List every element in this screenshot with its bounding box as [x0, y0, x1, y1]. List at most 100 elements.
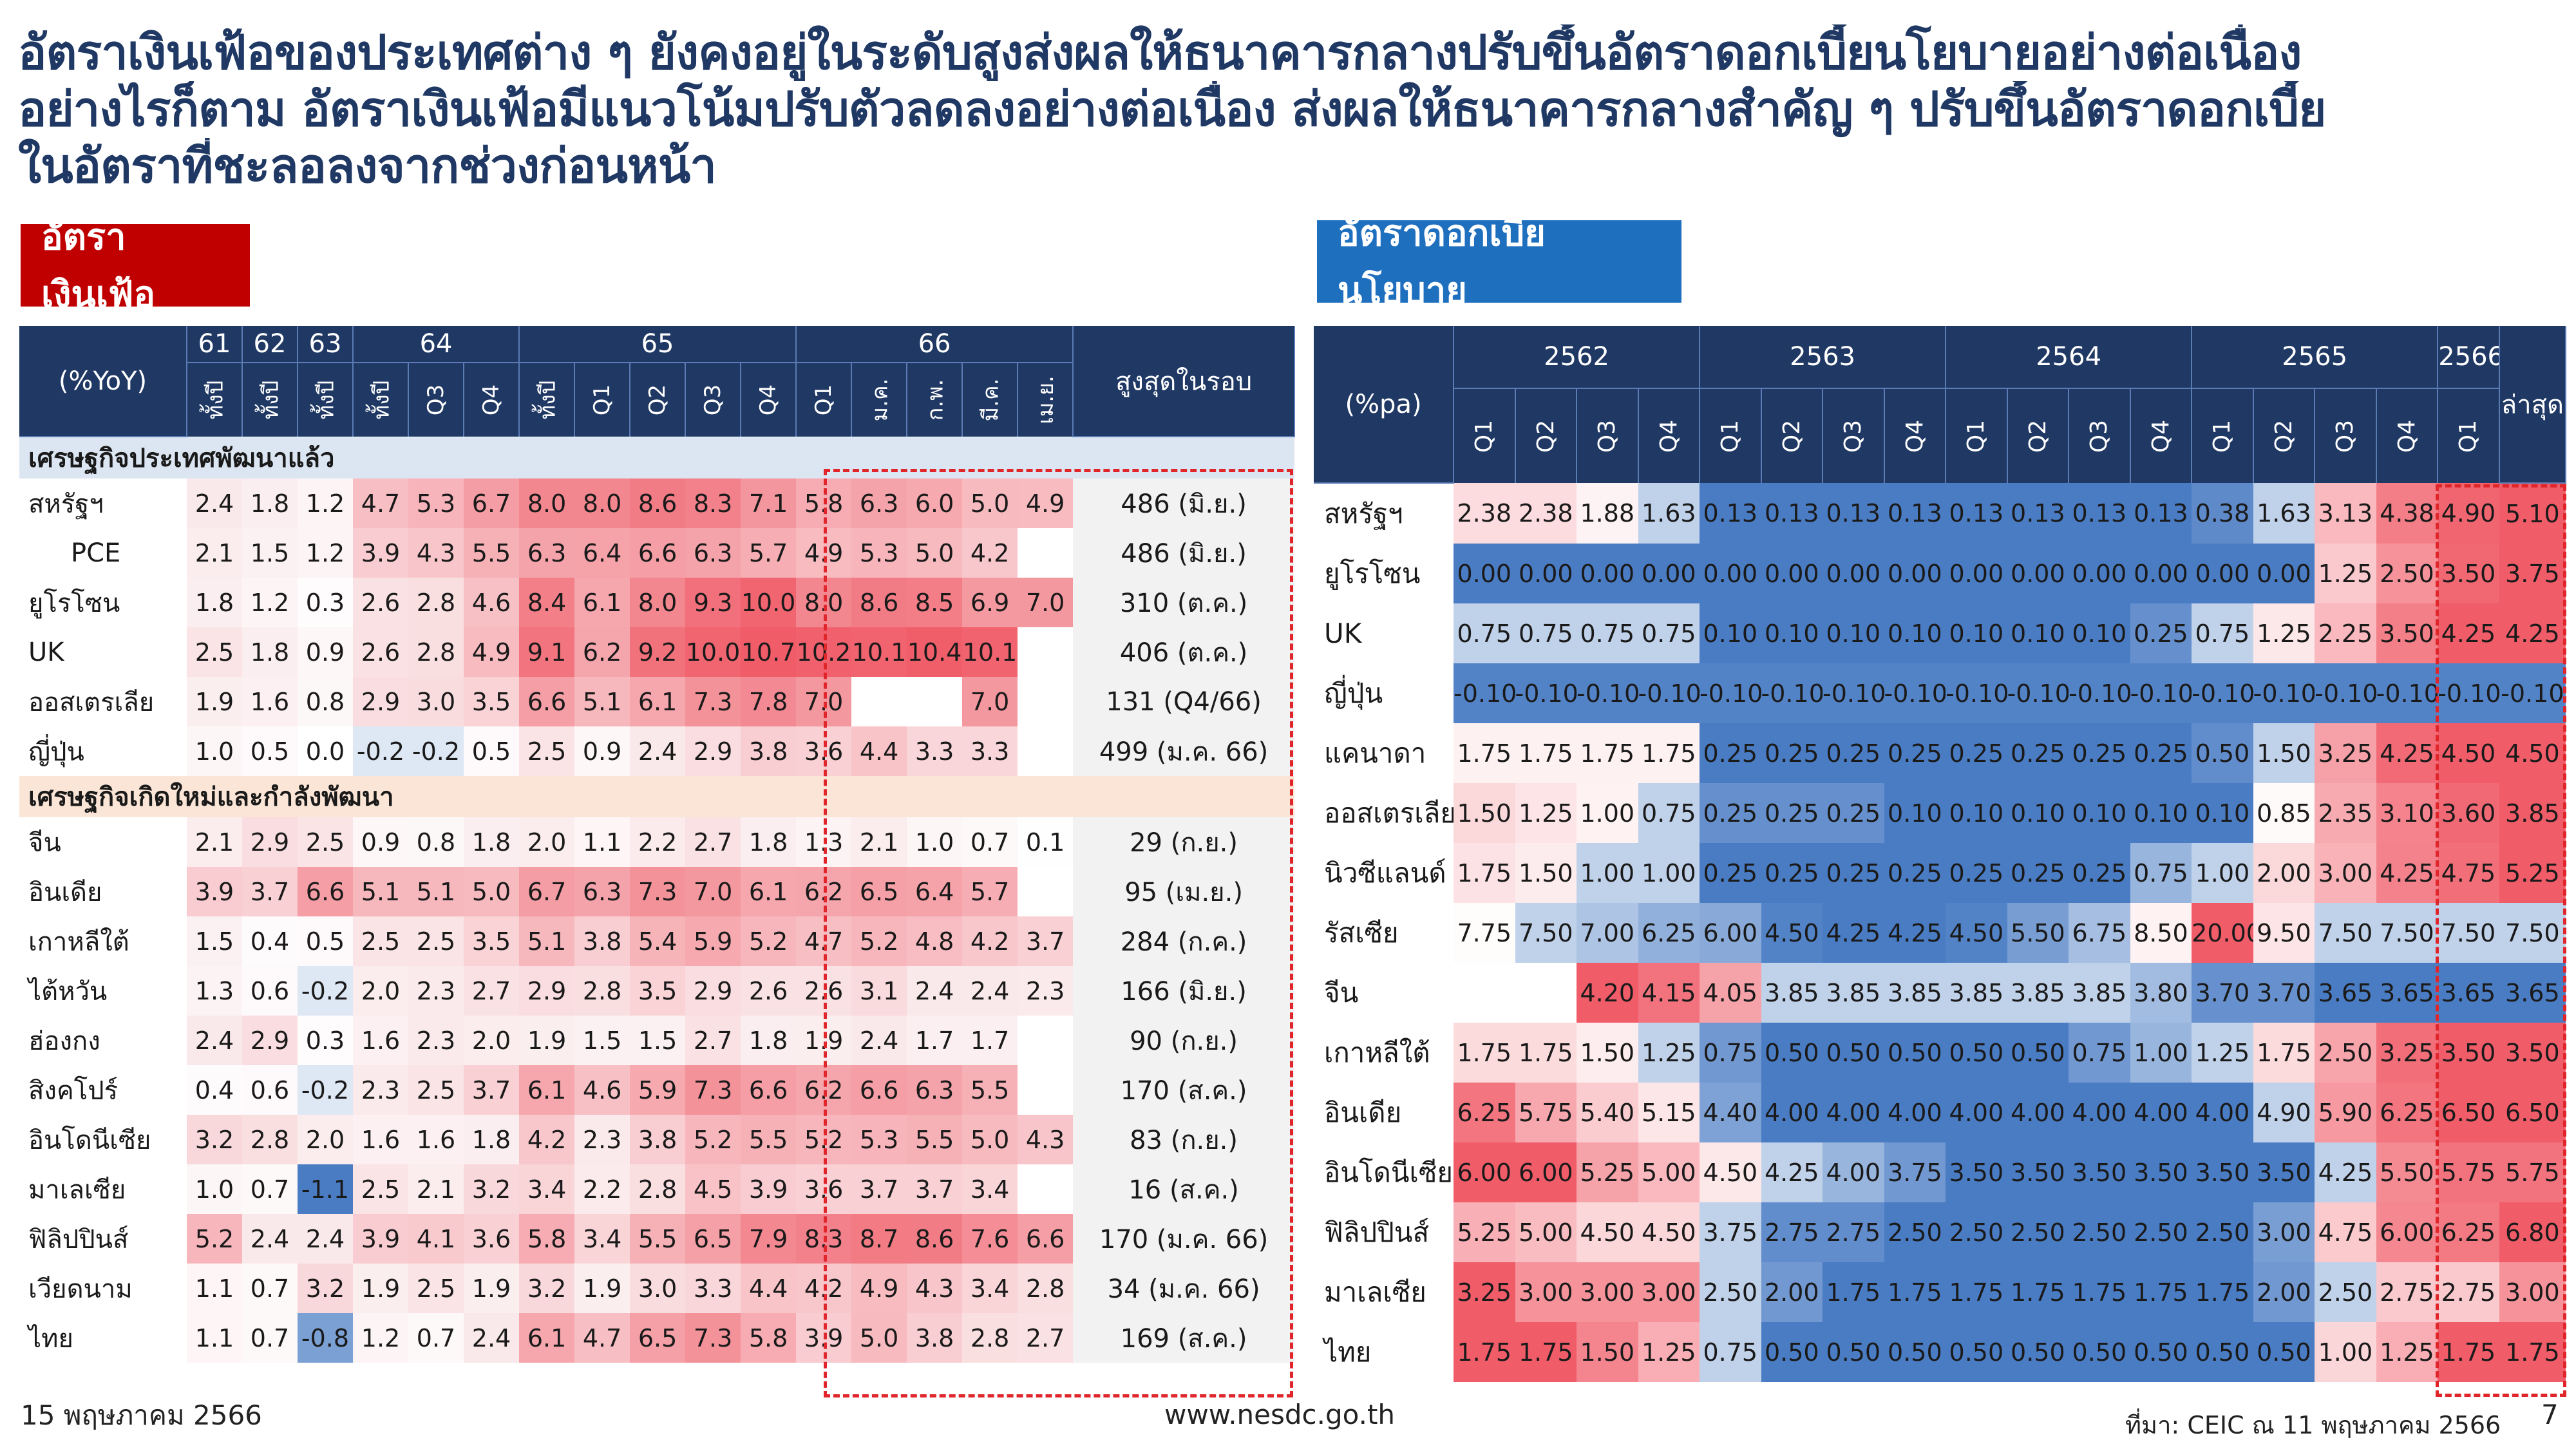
value-cell: -0.2	[298, 1065, 353, 1115]
value-cell: 5.7	[741, 528, 797, 578]
peak-cell: 486 (มิ.ย.)	[1073, 528, 1295, 578]
value-cell: -0.2	[298, 966, 353, 1016]
value-cell: 6.3	[851, 478, 907, 528]
value-cell: 3.65	[2376, 963, 2438, 1023]
value-cell: 2.8	[242, 1115, 298, 1164]
value-cell: 6.7	[519, 867, 575, 916]
value-cell: 0.25	[1946, 723, 2007, 783]
value-cell: -0.10	[1638, 663, 1700, 723]
value-cell: 10.1	[962, 627, 1018, 677]
country-name: จีน	[1314, 963, 1454, 1023]
quarter-label: Q3	[2332, 419, 2359, 453]
quarter-header: Q2	[1761, 388, 1824, 483]
value-cell: 1.75	[1638, 723, 1700, 783]
value-cell: 1.2	[298, 478, 353, 528]
value-cell: 3.6	[796, 726, 852, 776]
value-cell: 4.00	[1823, 1142, 1884, 1202]
value-cell: 0.13	[1946, 483, 2007, 544]
quarter-header: Q3	[685, 363, 742, 437]
headline: อัตราเงินเฟ้อของประเทศต่าง ๆ ยังคงอยู่ใน…	[18, 24, 2562, 194]
table-row: ฟิลิปปินส์ 5.2 2.4 2.4 3.9 4.1 3.6 5.8 3.4 5.5 6.5…	[19, 1214, 1295, 1264]
value-cell: -0.10	[2499, 663, 2566, 723]
value-cell: 1.5	[630, 1016, 686, 1065]
value-cell: 2.4	[851, 1016, 907, 1065]
value-cell: 3.00	[2253, 1202, 2315, 1262]
value-cell: 0.25	[1700, 843, 1761, 903]
value-cell: 5.7	[962, 867, 1018, 916]
value-cell: 7.0	[685, 867, 741, 916]
value-cell: 5.25	[1454, 1202, 1515, 1262]
value-cell: 4.00	[2069, 1083, 2130, 1142]
value-cell: 6.1	[741, 867, 797, 916]
value-cell: 4.2	[796, 1264, 852, 1313]
value-cell: 0.25	[1823, 783, 1884, 843]
value-cell: 3.4	[519, 1164, 575, 1214]
value-cell: 3.50	[2007, 1142, 2069, 1202]
value-cell: 2.5	[353, 1164, 408, 1214]
value-cell: -0.10	[1454, 663, 1515, 723]
value-cell: 8.3	[685, 478, 741, 528]
value-cell: 0.00	[1823, 544, 1884, 603]
value-cell: 10.4	[907, 627, 963, 677]
table-row: เกาหลีใต้ 1.75 1.75 1.50 1.25 0.75 0.50 0.50 0.5…	[1314, 1023, 2566, 1083]
value-cell: 0.75	[1638, 603, 1700, 663]
value-cell: 4.75	[2315, 1202, 2376, 1262]
value-cell: 6.00	[1454, 1142, 1515, 1202]
value-cell: 2.4	[298, 1214, 353, 1264]
value-cell: 0.7	[962, 817, 1018, 867]
value-cell: 3.0	[630, 1264, 686, 1313]
value-cell: 0.25	[1700, 783, 1761, 843]
country-name: ออสเตรเลีย	[1314, 783, 1454, 843]
value-cell: 3.50	[2253, 1142, 2315, 1202]
value-cell: 3.2	[187, 1115, 242, 1164]
value-cell: 4.2	[962, 916, 1018, 966]
value-cell: 3.1	[851, 966, 907, 1016]
value-cell: 0.00	[1454, 544, 1515, 603]
value-cell: 3.8	[907, 1313, 963, 1363]
value-cell: 2.6	[796, 966, 852, 1016]
value-cell: 7.3	[685, 677, 741, 726]
value-cell: 2.1	[408, 1164, 464, 1214]
quarter-header: Q4	[1884, 388, 1947, 483]
value-cell: 2.1	[187, 528, 242, 578]
value-cell: 3.2	[298, 1264, 353, 1313]
value-cell: 3.8	[574, 916, 630, 966]
country-name: เกาหลีใต้	[1314, 1023, 1454, 1083]
value-cell: 6.9	[962, 578, 1018, 627]
value-cell: 3.80	[2130, 963, 2192, 1023]
value-cell: 2.7	[1018, 1313, 1074, 1363]
value-cell: 0.10	[2069, 603, 2130, 663]
value-cell: 0.75	[1638, 783, 1700, 843]
value-cell: 2.75	[1761, 1202, 1823, 1262]
value-cell: 5.50	[2376, 1142, 2438, 1202]
value-cell: 0.00	[1700, 544, 1761, 603]
value-cell: 3.85	[1946, 963, 2007, 1023]
value-cell: 0.00	[2253, 544, 2315, 603]
value-cell: 1.2	[353, 1313, 408, 1363]
group-row: เศรษฐกิจประเทศพัฒนาแล้ว	[19, 437, 1295, 478]
value-cell: 2.50	[2192, 1202, 2253, 1262]
value-cell: 4.50	[1946, 903, 2007, 963]
value-cell: 0.50	[2069, 1322, 2130, 1382]
value-cell: 3.85	[2007, 963, 2069, 1023]
value-cell: 8.5	[907, 578, 963, 627]
quarter-label: Q4	[1655, 419, 1682, 453]
quarter-header: Q4	[2130, 388, 2193, 483]
value-cell: 7.1	[741, 478, 797, 528]
country-name: ญี่ปุ่น	[1314, 663, 1454, 723]
value-cell: 2.0	[353, 966, 408, 1016]
value-cell: 3.25	[2376, 1023, 2438, 1083]
footer-website[interactable]: www.nesdc.go.th	[1164, 1399, 1396, 1430]
value-cell: 1.9	[519, 1016, 575, 1065]
quarter-label: ทั้งปี	[257, 380, 283, 420]
value-cell: 3.75	[1884, 1142, 1946, 1202]
value-cell: 2.00	[1761, 1262, 1823, 1322]
value-cell: 2.1	[851, 817, 907, 867]
value-cell: 1.00	[1577, 843, 1638, 903]
value-cell: 3.65	[2499, 963, 2566, 1023]
value-cell	[907, 677, 963, 726]
quarter-header: มี.ค.	[962, 363, 1019, 437]
value-cell: 0.25	[1761, 723, 1823, 783]
value-cell: 1.75	[2069, 1262, 2130, 1322]
value-cell: 2.5	[408, 1264, 464, 1313]
